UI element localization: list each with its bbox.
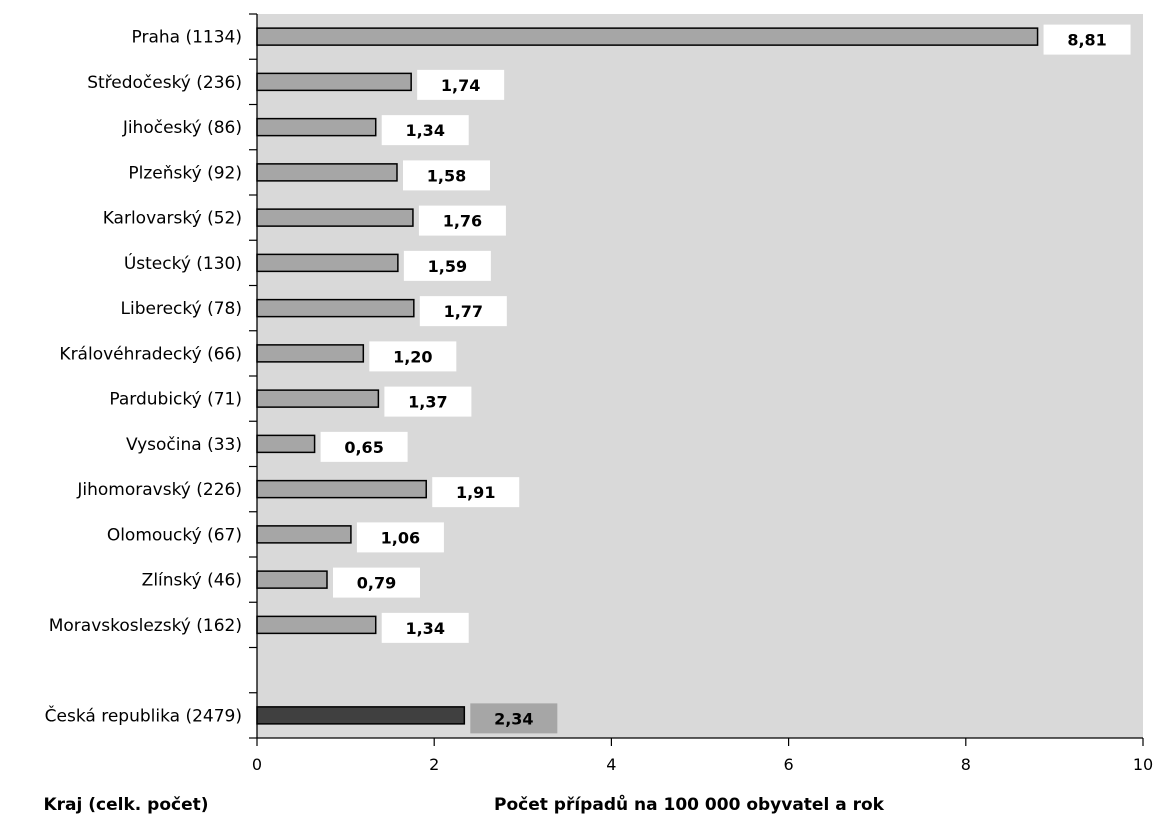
bar [256,434,316,454]
category-label: Česká republika (2479) [45,704,242,726]
value-label: 1,76 [443,212,482,231]
value-label-box [384,386,472,417]
bar [256,479,427,499]
value-label: 1,34 [405,619,444,638]
y-axis-title: Kraj (celk. počet) [43,795,208,815]
value-label: 0,65 [344,438,383,457]
value-label-box [403,250,491,281]
value-label: 1,37 [408,393,447,412]
value-label: 1,58 [427,166,466,185]
bar [256,344,365,363]
bar [256,525,352,544]
value-label-box [402,160,490,191]
value-label-box [320,431,408,462]
category-labels: Praha (1134) Středočeský (236) Jihočeský (… [45,28,242,727]
x-tick-label: 8 [961,755,971,774]
category-label: Olomoucký (67) [107,525,242,545]
value-label: 1,77 [444,302,483,321]
value-label: 1,20 [393,347,432,366]
value-label-box [332,567,420,598]
category-label: Ústecký (130) [124,252,242,274]
category-label: Vysočina (33) [126,435,242,455]
bar [256,570,328,589]
category-label: Karlovarský (52) [103,209,242,229]
value-label-box [419,296,507,327]
value-label: 8,81 [1067,31,1106,50]
bar-total [256,706,466,725]
category-label: Zlínský (46) [142,571,242,591]
category-label: Středočeský (236) [87,73,242,93]
bar [256,163,398,182]
category-label: Praha (1134) [132,28,242,48]
bar [256,117,377,137]
category-label: Plzeňský (92) [128,163,242,183]
x-tick-label: 6 [784,755,794,774]
value-label-box [356,522,444,553]
value-label-box [381,612,469,643]
value-label-box [417,69,505,100]
value-label: 1,06 [381,528,420,547]
bar [256,298,415,318]
value-label-box [1043,24,1131,55]
category-label: Liberecký (78) [121,299,242,319]
bar [256,389,380,408]
x-tick-label: 0 [252,755,262,774]
bar [256,72,412,92]
x-axis-title: Počet případů na 100 000 obyvatel a rok [494,793,885,815]
value-label: 1,59 [428,257,467,276]
category-label: Moravskoslezský (162) [49,616,242,636]
value-labels: 8,81 1,74 1,34 1,58 1,76 1,59 1,77 1,20 1,37 0,65… [320,24,1131,734]
value-label: 0,79 [357,574,396,593]
category-label: Královéhradecký (66) [59,344,242,364]
category-label: Jihočeský (86) [122,118,242,138]
bar [256,615,377,635]
bar [256,253,399,273]
category-label: Pardubický (71) [109,390,242,410]
value-label-box [381,115,469,146]
bar [256,27,1039,46]
bar [256,208,414,227]
value-label-box [418,205,506,236]
value-label: 1,74 [441,76,480,95]
x-tick-label: 2 [429,755,439,774]
value-label: 2,34 [494,709,533,728]
x-tick-label: 10 [1133,755,1153,774]
value-label-box [369,341,457,372]
value-label-box [470,703,558,734]
x-tick-label: 4 [606,755,616,774]
value-label: 1,34 [405,121,444,140]
category-label: Jihomoravský (226) [76,480,242,500]
axes: 0 2 4 6 8 10 [249,13,1153,774]
value-label: 1,91 [456,483,495,502]
value-label-box [432,477,520,508]
